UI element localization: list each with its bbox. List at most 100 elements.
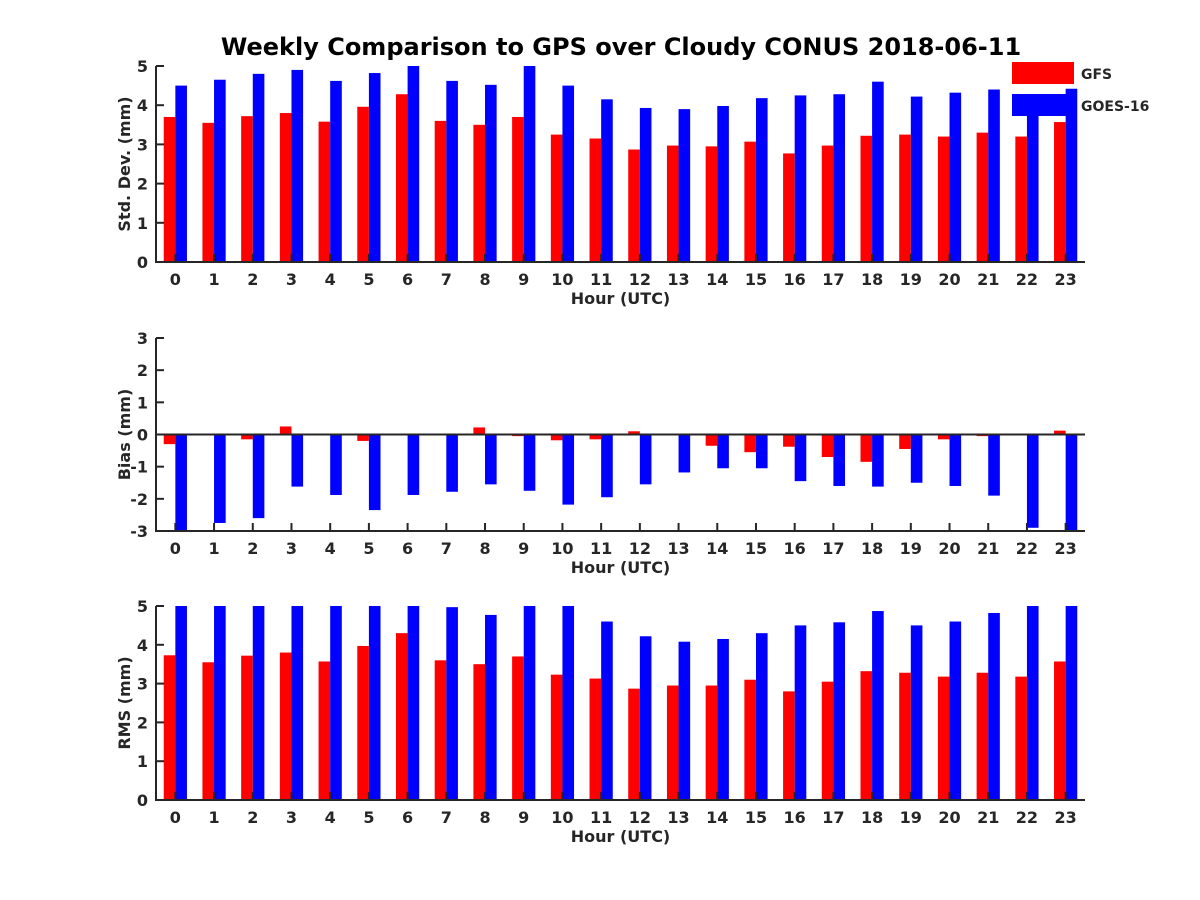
bar-gfs-23 (1054, 661, 1066, 800)
x-tick-label: 9 (518, 270, 529, 289)
bar-goes-16-23 (1065, 434, 1078, 531)
bar-gfs-5 (357, 434, 369, 441)
bar-gfs-18 (860, 671, 873, 800)
bar-goes-16-23 (1065, 88, 1078, 263)
x-tick-label: 5 (363, 539, 374, 558)
x-tick-label: 6 (402, 539, 413, 558)
x-tick-label: 8 (479, 270, 490, 289)
bar-goes-16-8 (485, 614, 497, 800)
bar-goes-16-2 (252, 434, 265, 519)
bar-gfs-19 (899, 134, 911, 262)
bar-goes-16-1 (214, 434, 226, 523)
x-tick-label: 20 (938, 270, 960, 289)
x-tick-label: 20 (938, 539, 960, 558)
x-tick-label: 19 (900, 270, 922, 289)
y-tick-label: 1 (137, 214, 148, 233)
x-tick-label: 16 (784, 808, 806, 827)
x-tick-label: 18 (861, 808, 883, 827)
x-tick-label: 11 (590, 539, 612, 558)
bar-gfs-14 (705, 685, 718, 800)
bar-goes-16-8 (485, 84, 497, 262)
y-tick-label: 1 (137, 752, 148, 771)
y-tick-label: 0 (137, 253, 148, 272)
bar-goes-16-12 (639, 636, 652, 800)
bar-gfs-17 (821, 145, 834, 262)
bar-goes-16-21 (988, 89, 1000, 263)
x-tick-label: 10 (551, 539, 573, 558)
bar-goes-16-20 (949, 434, 962, 486)
y-tick-label: 2 (137, 361, 148, 380)
x-tick-label: 10 (551, 270, 573, 289)
x-tick-label: 9 (518, 539, 529, 558)
bar-goes-16-5 (368, 606, 381, 800)
bar-gfs-11 (589, 434, 602, 440)
bar-goes-16-19 (910, 96, 923, 262)
x-tick-label: 9 (518, 808, 529, 827)
bar-gfs-11 (589, 138, 602, 262)
bar-gfs-20 (937, 676, 950, 800)
bar-gfs-0 (163, 434, 176, 445)
x-tick-label: 0 (170, 270, 181, 289)
x-tick-label: 3 (286, 808, 297, 827)
bar-goes-16-22 (1026, 434, 1039, 528)
y-axis-label: RMS (mm) (115, 656, 134, 749)
x-tick-label: 14 (706, 270, 728, 289)
bar-gfs-10 (550, 434, 563, 441)
bar-goes-16-20 (949, 621, 962, 800)
x-tick-label: 11 (590, 270, 612, 289)
bar-gfs-14 (705, 146, 718, 262)
bar-goes-16-18 (872, 611, 884, 800)
x-tick-label: 13 (667, 270, 689, 289)
legend-label-goes-16: GOES-16 (1081, 99, 1149, 115)
bar-goes-16-9 (523, 434, 536, 491)
bar-gfs-17 (821, 434, 834, 458)
bar-gfs-8 (473, 427, 486, 435)
bar-gfs-6 (395, 94, 408, 262)
bar-gfs-3 (279, 113, 292, 262)
bar-goes-16-6 (407, 66, 420, 262)
x-tick-label: 2 (247, 808, 258, 827)
x-tick-label: 18 (861, 539, 883, 558)
bar-gfs-21 (976, 132, 989, 262)
x-tick-label: 4 (325, 808, 336, 827)
bar-goes-16-21 (988, 612, 1000, 800)
bar-goes-16-20 (949, 92, 962, 262)
bar-goes-16-15 (755, 98, 768, 262)
bar-goes-16-13 (678, 434, 691, 473)
bar-gfs-22 (1015, 136, 1027, 262)
bar-gfs-23 (1054, 122, 1066, 262)
bar-goes-16-9 (523, 66, 536, 262)
x-tick-label: 2 (247, 539, 258, 558)
x-tick-label: 21 (977, 539, 999, 558)
x-tick-label: 23 (1055, 808, 1077, 827)
bar-gfs-7 (434, 120, 447, 262)
bar-gfs-17 (821, 681, 834, 800)
bar-gfs-5 (357, 645, 369, 800)
y-tick-label: 0 (137, 791, 148, 810)
bar-gfs-3 (279, 652, 292, 800)
bar-gfs-21 (976, 672, 989, 800)
y-tick-label: 2 (137, 713, 148, 732)
bar-goes-16-17 (833, 94, 846, 262)
x-tick-label: 13 (667, 808, 689, 827)
y-tick-label: -3 (130, 522, 148, 541)
bar-gfs-13 (666, 145, 679, 262)
x-tick-label: 12 (629, 539, 651, 558)
legend-swatch-gfs (1012, 62, 1074, 84)
bar-gfs-0 (163, 655, 176, 800)
bar-goes-16-12 (639, 107, 652, 262)
bar-goes-16-18 (872, 434, 884, 487)
x-tick-label: 1 (208, 270, 219, 289)
x-tick-label: 3 (286, 539, 297, 558)
x-tick-label: 19 (900, 808, 922, 827)
x-axis-label: Hour (UTC) (571, 289, 671, 308)
y-tick-label: 3 (137, 135, 148, 154)
bar-goes-16-10 (562, 434, 575, 505)
bar-goes-16-2 (252, 606, 265, 800)
bar-goes-16-10 (562, 606, 575, 800)
y-tick-label: -1 (130, 458, 148, 477)
chart-title: Weekly Comparison to GPS over Cloudy CON… (221, 33, 1021, 61)
bar-goes-16-3 (291, 434, 304, 487)
x-tick-label: 6 (402, 808, 413, 827)
